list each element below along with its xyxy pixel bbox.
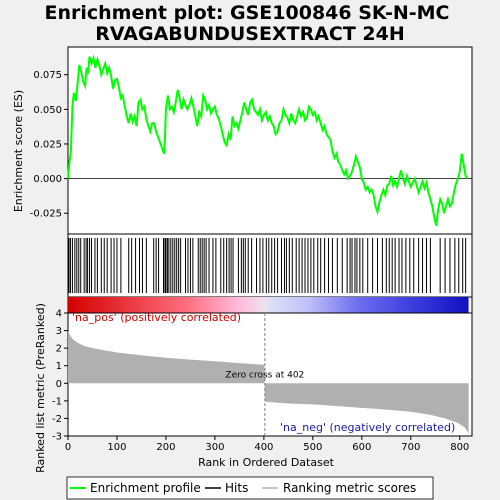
metric-y-axis-label: Ranked list metric (PreRanked)	[34, 303, 47, 473]
es-y-axis-label: Enrichment score (ES)	[12, 90, 25, 212]
x-tick-label: 300	[205, 442, 224, 453]
colorbar-gradient	[68, 297, 469, 313]
ranked-metric-panel: Zero cross at 402 'na_pos' (positively c…	[34, 303, 473, 473]
es-y-tick-label: 0.050	[33, 105, 62, 116]
legend-hits-label: Hits	[225, 481, 248, 495]
rank-colorbar	[67, 296, 473, 314]
metric-y-axis: -3 -2 -1 0 1 2 3 4	[52, 309, 68, 443]
hit-lines	[68, 238, 467, 293]
chart-title-line1: Enrichment plot: GSE100846 SK-N-MC	[44, 2, 449, 24]
legend-metric-label: Ranking metric scores	[283, 481, 416, 495]
metric-y-tick-label: 4	[56, 309, 62, 320]
metric-y-tick-label: 1	[56, 361, 62, 372]
ranking-metric-area	[68, 331, 469, 434]
es-y-tick-label: 0.000	[33, 174, 62, 185]
enrichment-score-panel: -0.025 0.000 0.025 0.050 0.075 Enrichment sc…	[12, 46, 473, 235]
legend-enrichment-label: Enrichment profile	[90, 481, 201, 495]
legend: Enrichment profile Hits Ranking metric s…	[66, 476, 434, 500]
x-tick-label: 800	[450, 442, 469, 453]
metric-y-tick-label: 0	[56, 379, 62, 390]
positive-correlation-label: 'na_pos' (positively correlated)	[72, 311, 241, 324]
metric-y-tick-label: -2	[52, 414, 62, 425]
x-tick-label: 600	[352, 442, 371, 453]
metric-y-tick-label: 3	[56, 326, 62, 337]
es-y-tick-label: 0.025	[33, 139, 62, 150]
metric-x-axis: 0 100 200 300 400 500 600 700 800	[65, 436, 469, 453]
es-y-axis: -0.025 0.000 0.025 0.050 0.075	[30, 70, 68, 220]
hits-panel	[67, 233, 473, 298]
negative-correlation-label: 'na_neg' (negatively correlated)	[280, 421, 455, 434]
x-axis-label: Rank in Ordered Dataset	[198, 456, 335, 469]
x-tick-label: 100	[107, 442, 126, 453]
x-tick-label: 700	[401, 442, 420, 453]
legend-box	[66, 476, 434, 500]
metric-y-tick-label: -1	[52, 396, 62, 407]
chart-title-line2: RVAGABUNDUSEXTRACT 24H	[95, 23, 405, 45]
zero-cross-label: Zero cross at 402	[225, 370, 304, 380]
es-plot-area	[67, 46, 473, 235]
x-tick-label: 400	[254, 442, 273, 453]
x-tick-label: 500	[303, 442, 322, 453]
x-tick-label: 0	[65, 442, 71, 453]
es-y-tick-label: -0.025	[30, 209, 62, 220]
metric-y-tick-label: 2	[56, 344, 62, 355]
enrichment-profile-line	[67, 54, 469, 226]
es-y-tick-label: 0.075	[33, 70, 62, 81]
metric-y-tick-label: -3	[52, 432, 62, 443]
x-tick-label: 200	[156, 442, 175, 453]
